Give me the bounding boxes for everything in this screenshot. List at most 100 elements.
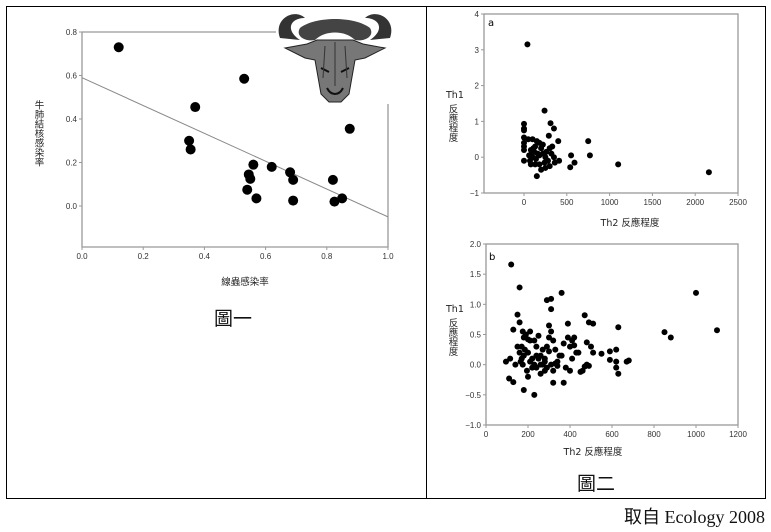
data-point: [548, 328, 555, 335]
x-tick-label: 1000: [601, 198, 619, 207]
data-point: [525, 373, 531, 380]
data-point: [521, 127, 527, 134]
data-point: [549, 143, 556, 150]
data-point: [185, 144, 196, 155]
data-point: [558, 352, 565, 359]
data-point: [184, 135, 195, 146]
data-point: [558, 289, 565, 296]
data-point: [520, 387, 527, 394]
data-point: [550, 379, 557, 386]
data-point: [522, 331, 529, 338]
data-point: [585, 138, 592, 145]
data-point: [550, 337, 557, 344]
x-tick-label: 2000: [686, 198, 704, 207]
figure2a-panel-label: a: [488, 18, 494, 29]
data-point: [524, 41, 531, 48]
data-point: [625, 357, 632, 364]
data-point: [541, 107, 548, 114]
data-point: [598, 350, 605, 357]
data-point: [527, 328, 534, 335]
data-point: [190, 102, 201, 113]
figure2-frame: [426, 6, 766, 499]
data-point: [514, 311, 521, 318]
data-point: [537, 370, 544, 377]
data-point: [568, 152, 575, 159]
data-point: [507, 355, 514, 362]
y-tick-label: 0.0: [66, 202, 78, 211]
data-point: [510, 326, 517, 333]
figure2a-axes: [483, 13, 739, 194]
x-tick-label: 0.0: [76, 252, 88, 261]
data-point: [615, 370, 622, 377]
data-point: [537, 352, 544, 359]
data-point: [536, 152, 543, 159]
data-point: [590, 349, 597, 356]
data-point: [560, 379, 567, 386]
data-point: [571, 342, 578, 349]
figure2-caption: 圖二: [577, 473, 615, 495]
data-point: [606, 348, 613, 355]
figure1-regression-line: [81, 77, 389, 218]
data-point: [536, 161, 543, 168]
data-point: [550, 367, 557, 374]
data-point: [546, 322, 552, 329]
data-point: [510, 379, 517, 386]
y-tick-label: −0.5: [465, 391, 481, 400]
y-tick-label: 0.8: [66, 28, 78, 37]
data-point: [266, 161, 277, 172]
data-point: [502, 358, 509, 365]
data-point: [571, 159, 578, 166]
data-point: [527, 358, 534, 365]
data-point: [545, 132, 552, 139]
x-tick-label: 0.2: [138, 252, 150, 261]
data-point: [520, 352, 527, 359]
x-tick-label: 500: [560, 198, 574, 207]
data-point: [569, 337, 576, 344]
data-point: [533, 352, 540, 359]
figure2b-y-axis-label: 反應程度: [447, 318, 459, 357]
data-point: [541, 358, 548, 365]
data-point: [539, 141, 546, 148]
data-point: [245, 173, 256, 184]
data-point: [529, 364, 536, 371]
data-point: [564, 320, 571, 327]
data-point: [560, 340, 567, 347]
data-point: [548, 306, 555, 313]
y-tick-label: −1.0: [465, 421, 481, 430]
figure1-y-axis-label: 牛肺結核感染率: [33, 99, 45, 167]
x-tick-label: 1200: [729, 430, 747, 439]
figure2a-y-axis-label-th1: Th1: [445, 90, 464, 101]
y-tick-label: 1.0: [470, 300, 482, 309]
data-point: [575, 349, 582, 356]
figure2b-x-axis-label: Th2 反應程度: [563, 446, 623, 458]
data-point: [239, 73, 250, 84]
data-point: [562, 364, 569, 371]
data-point: [583, 339, 590, 346]
data-point: [532, 161, 539, 168]
data-point: [251, 193, 262, 204]
data-point: [528, 150, 535, 157]
data-point: [248, 159, 259, 170]
data-point: [506, 375, 513, 382]
data-point: [242, 184, 253, 195]
data-point: [344, 123, 355, 134]
data-point: [547, 120, 554, 127]
data-point: [552, 346, 559, 353]
data-point: [533, 364, 540, 371]
data-point: [550, 125, 557, 132]
data-point: [551, 159, 558, 166]
x-tick-label: 1500: [644, 198, 662, 207]
y-tick-label: 2.0: [470, 240, 482, 249]
data-point: [525, 336, 531, 343]
data-point: [615, 324, 622, 331]
data-point: [543, 148, 550, 155]
data-point: [516, 319, 523, 326]
figure2b-panel-label: b: [489, 252, 495, 263]
x-tick-label: 0: [522, 198, 527, 207]
data-point: [337, 193, 348, 204]
y-tick-label: 0.2: [66, 159, 78, 168]
data-point: [613, 358, 620, 365]
data-point: [586, 152, 593, 159]
source-citation: 取自 Ecology 2008: [624, 507, 765, 527]
